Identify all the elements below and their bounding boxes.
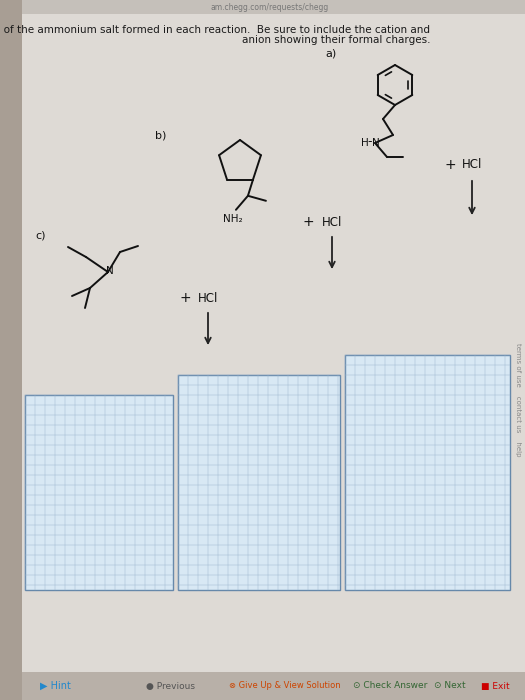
Text: N: N [106,266,114,276]
Text: NH₂: NH₂ [223,214,243,224]
Text: b): b) [155,130,166,140]
Text: +: + [179,291,191,305]
Text: +: + [444,158,456,172]
Bar [345,355,510,590]
Text: N: N [372,138,380,148]
Text: ● Previous: ● Previous [145,682,194,690]
Text: anion showing their formal charges.: anion showing their formal charges. [242,35,430,45]
Text: ■ Exit: ■ Exit [481,682,509,690]
Text: +: + [302,215,314,229]
Text: ▶ Hint: ▶ Hint [39,681,70,691]
Text: -: - [368,136,372,148]
Bar [0,0,22,700]
Text: am.chegg.com/requests/chegg: am.chegg.com/requests/chegg [211,3,329,11]
Text: c): c) [35,230,46,240]
Text: a): a) [325,48,336,58]
Bar [178,375,340,590]
Text: terms of use    contact us    help: terms of use contact us help [515,343,521,457]
Text: H: H [361,138,369,148]
Text: HCl: HCl [322,216,342,228]
Text: ⊙ Check Answer: ⊙ Check Answer [353,682,427,690]
Text: ⊗ Give Up & View Solution: ⊗ Give Up & View Solution [229,682,341,690]
Text: Draw skeletal structures of the ammonium salt formed in each reaction.  Be sure : Draw skeletal structures of the ammonium… [0,25,430,35]
Text: HCl: HCl [198,291,218,304]
Bar [22,0,525,14]
Text: HCl: HCl [462,158,482,172]
Bar [25,395,173,590]
Bar [22,672,525,700]
Text: ⊙ Next: ⊙ Next [434,682,466,690]
